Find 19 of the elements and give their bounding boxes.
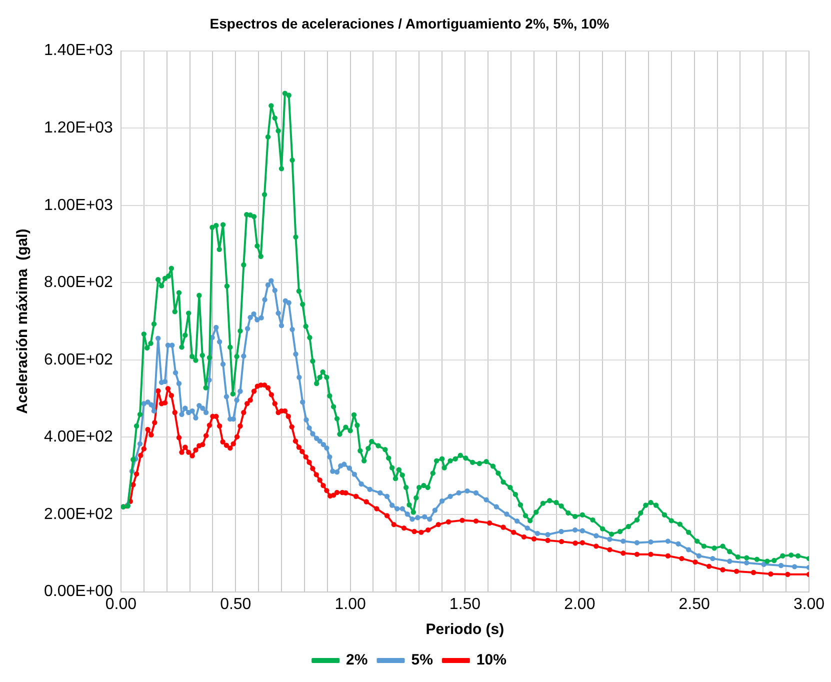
legend-label: 2% bbox=[346, 652, 368, 669]
y-tick-label: 6.00E+02 bbox=[44, 351, 114, 368]
y-tick-label: 4.00E+02 bbox=[44, 428, 114, 446]
y-tick-label: 1.20E+03 bbox=[44, 119, 114, 136]
x-tick-label: 2.00 bbox=[564, 596, 596, 613]
y-tick-label: 1.00E+03 bbox=[44, 196, 114, 214]
legend-label: 10% bbox=[476, 652, 506, 669]
y-axis-title: Aceleración máxima (gal) bbox=[14, 228, 32, 414]
y-tick-label: 2.00E+02 bbox=[44, 506, 114, 523]
x-tick-label: 2.50 bbox=[678, 596, 710, 613]
chart-title: Espectros de aceleraciones / Amortiguamiento 2%, 5%, 10% bbox=[210, 15, 610, 32]
x-tick-label: 1.00 bbox=[334, 596, 366, 613]
x-axis-title: Periodo (s) bbox=[426, 621, 504, 638]
legend-label: 5% bbox=[411, 652, 433, 669]
y-tick-label: 8.00E+02 bbox=[44, 274, 114, 292]
x-tick-label: 0.50 bbox=[220, 596, 252, 613]
x-tick-label: 1.50 bbox=[449, 596, 481, 613]
y-tick-label: 1.40E+03 bbox=[44, 42, 114, 60]
x-tick-label: 3.00 bbox=[793, 596, 825, 613]
